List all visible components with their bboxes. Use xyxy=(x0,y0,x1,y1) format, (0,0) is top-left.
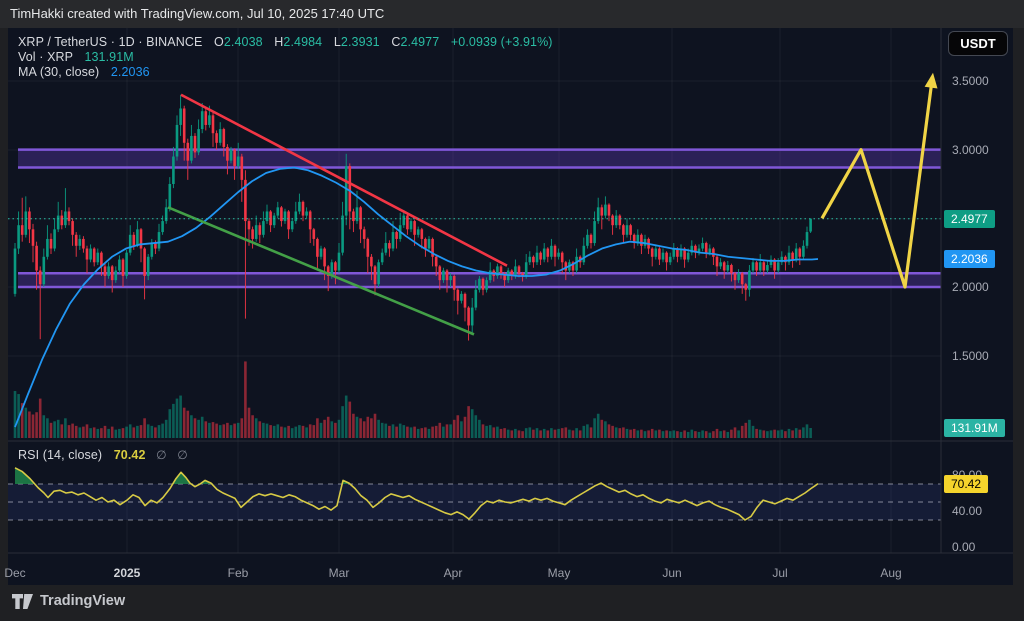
rsi-hidden-series-icon[interactable]: ∅ xyxy=(156,448,167,462)
time-axis-label: Jul xyxy=(772,566,788,580)
time-axis-label: Feb xyxy=(227,566,249,580)
symbol-legend[interactable]: XRP / TetherUS · 1D · BINANCE O2.4038 H2… xyxy=(18,35,553,49)
axis-label: 1.5000 xyxy=(952,349,989,363)
tradingview-logo[interactable]: TradingView xyxy=(12,593,125,609)
time-axis-label: Apr xyxy=(443,566,463,580)
symbol-title: XRP / TetherUS · 1D · BINANCE xyxy=(18,35,203,49)
axis-label: 3.5000 xyxy=(952,74,989,88)
time-axis-label: Mar xyxy=(328,566,350,580)
rsi-label: RSI (14, close) xyxy=(18,448,103,462)
volume-value: 131.91M xyxy=(84,50,134,64)
axis-label: 2.0000 xyxy=(952,280,989,294)
rsi-legend[interactable]: RSI (14, close) 70.42 ∅ ∅ xyxy=(18,448,188,462)
rsi-value-badge: 70.42 xyxy=(944,475,989,493)
axis-label: 0.00 xyxy=(952,540,976,554)
rsi-hidden-series-icon[interactable]: ∅ xyxy=(177,448,188,462)
time-axis-label: Jun xyxy=(662,566,682,580)
volume-legend[interactable]: Vol · XRP 131.91M xyxy=(18,50,134,64)
ma-label: MA (30, close) xyxy=(18,65,100,79)
footer-bar: TradingView xyxy=(0,585,1024,621)
time-axis-label: Dec xyxy=(4,566,26,580)
ma-legend[interactable]: MA (30, close) 2.2036 xyxy=(18,65,150,79)
tradingview-logo-icon xyxy=(12,593,33,609)
volume-label: Vol · XRP xyxy=(18,50,73,64)
currency-toggle-button[interactable]: USDT xyxy=(948,31,1008,56)
low-value: 2.3931 xyxy=(340,35,380,49)
open-label: O xyxy=(214,35,224,49)
close-value: 2.4977 xyxy=(400,35,440,49)
volume-value-badge: 131.91M xyxy=(944,419,1005,437)
chart-area[interactable] xyxy=(8,28,1013,585)
ma-value-badge: 2.2036 xyxy=(944,250,995,268)
axis-label: 40.00 xyxy=(952,504,983,518)
attribution-text: TimHakki created with TradingView.com, J… xyxy=(10,6,385,21)
change-value: +0.0939 (+3.91%) xyxy=(450,35,553,49)
rsi-value: 70.42 xyxy=(113,448,146,462)
attribution-bar: TimHakki created with TradingView.com, J… xyxy=(0,0,1024,28)
ma-value: 2.2036 xyxy=(110,65,150,79)
time-axis-label: Aug xyxy=(880,566,902,580)
open-value: 2.4038 xyxy=(223,35,263,49)
time-axis-label: 2025 xyxy=(113,566,141,580)
last-price-badge: 2.4977 xyxy=(944,210,995,228)
axis-label: 3.0000 xyxy=(952,143,989,157)
high-label: H xyxy=(274,35,284,49)
tradingview-logo-text: TradingView xyxy=(40,593,126,609)
high-value: 2.4984 xyxy=(283,35,323,49)
close-label: C xyxy=(391,35,401,49)
time-axis-label: May xyxy=(547,566,571,580)
low-label: L xyxy=(333,35,341,49)
